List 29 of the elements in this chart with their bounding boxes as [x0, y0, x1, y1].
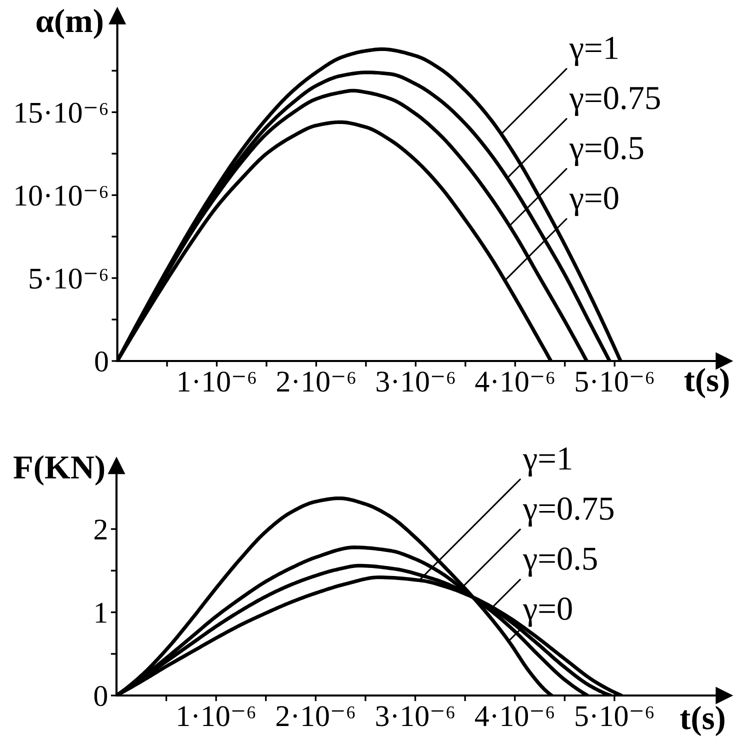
text: γ=1 [522, 447, 572, 477]
y-tick-label: 10·10⁻⁶ [16, 186, 108, 206]
y-tick-label: 1 [96, 602, 106, 623]
y-axis-title: F(KN) [14, 455, 104, 486]
x-tick-label: 5·10⁻⁶ [576, 372, 654, 392]
x-tick-label: 2·10⁻⁶ [276, 706, 355, 726]
y-tick-label: 0 [94, 686, 108, 706]
x-tick-label: 2·10⁻⁶ [277, 372, 356, 392]
x-tick-label: 1·10⁻⁶ [178, 372, 256, 392]
text: γ=1 [569, 36, 618, 66]
x-tick-label: 1·10⁻⁶ [178, 706, 256, 726]
y-tick-label: 0 [95, 352, 108, 372]
x-tick-label: 4·10⁻⁶ [474, 706, 554, 726]
x-tick-label: 4·10⁻⁶ [475, 372, 554, 392]
x-tick-label: 3·10⁻⁶ [376, 372, 455, 392]
text: γ=0.75 [522, 497, 614, 527]
x-tick-label: 5·10⁻⁶ [576, 706, 654, 726]
y-tick-label: 2 [94, 520, 107, 540]
legend-label: γ=0 [569, 186, 618, 216]
legend-label: γ=0.5 [522, 547, 597, 577]
y-tick-label: 5·10⁻⁶ [30, 268, 108, 289]
x-axis-title: t(s) [680, 706, 724, 736]
x-tick-label: 3·10⁻⁶ [376, 706, 454, 726]
y-axis-title: α(m) [36, 8, 102, 40]
legend-label: γ=0.75 [569, 86, 660, 116]
legend-label: γ=0 [522, 598, 572, 627]
legend-label: γ=0.5 [569, 136, 644, 166]
x-axis-title: t(s) [684, 368, 729, 398]
y-tick-label: 15·10⁻⁶ [16, 102, 108, 123]
